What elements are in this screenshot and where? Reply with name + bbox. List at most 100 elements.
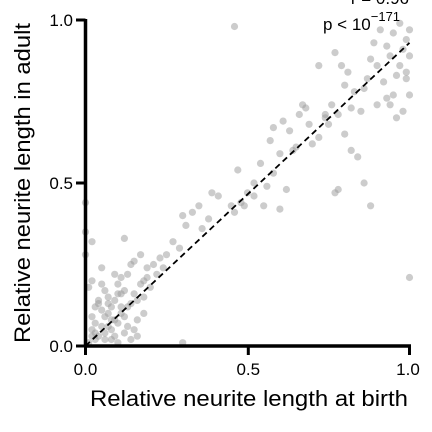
data-point-45 [140,293,148,301]
data-point-7 [91,319,99,327]
data-point-159 [107,316,115,324]
data-point-37 [101,335,109,344]
regression-line [84,42,411,347]
r-value-annotation: r = 0.96 [351,0,409,8]
data-point-102 [347,146,355,154]
data-point-106 [360,84,368,93]
y-tick-label-2: 1.0 [49,11,73,30]
data-point-152 [133,316,141,324]
data-point-63 [88,238,96,246]
data-point-135 [373,101,381,109]
data-point-77 [230,208,239,216]
data-point-28 [88,277,96,285]
data-point-81 [250,179,258,187]
data-point-122 [392,114,401,122]
data-point-41 [114,280,122,288]
data-point-113 [389,91,397,99]
data-point-121 [399,107,407,115]
p-value-exponent: −171 [371,9,400,24]
y-axis-label: Relative neurite length in adult [10,23,35,343]
data-point-157 [143,264,151,272]
data-point-151 [405,273,414,282]
data-point-82 [263,182,271,190]
data-point-23 [101,287,109,295]
data-point-16 [120,313,128,321]
data-point-119 [402,75,410,83]
data-point-131 [344,68,352,76]
y-tick-label-0: 0.0 [49,337,73,356]
data-point-145 [305,120,313,128]
p-value-annotation: p < 10−171 [323,9,400,34]
data-point-47 [117,273,125,282]
data-point-72 [205,215,213,223]
data-point-69 [188,208,196,216]
data-point-155 [104,300,112,308]
data-point-156 [117,290,125,298]
data-point-91 [292,143,300,151]
data-point-141 [360,179,368,187]
x-tick-label-1: 0.5 [236,360,260,379]
p-value-prefix: p < 10 [323,15,371,34]
data-point-93 [286,127,294,135]
y-tick-label-1: 0.5 [49,174,73,193]
data-point-74 [208,189,216,197]
data-point-148 [269,124,277,132]
data-point-32 [120,329,128,337]
data-point-86 [276,205,284,213]
data-point-73 [195,202,203,210]
data-point-125 [383,42,391,50]
data-point-60 [159,264,167,272]
data-point-114 [392,71,401,79]
data-point-149 [230,22,239,31]
data-point-97 [315,133,323,141]
data-point-153 [140,309,148,317]
data-point-39 [124,322,132,330]
data-point-115 [396,62,404,70]
data-point-29 [98,280,106,288]
data-point-100 [334,110,342,119]
data-point-92 [279,117,287,125]
data-point-64 [120,234,128,242]
data-point-132 [337,62,346,70]
data-point-108 [367,55,375,63]
data-point-112 [386,101,394,109]
data-point-80 [240,202,248,210]
data-point-118 [405,52,414,60]
data-point-103 [354,153,362,161]
data-point-9 [107,326,115,334]
data-point-34 [127,335,135,344]
data-point-50 [98,264,106,272]
data-point-95 [299,101,307,109]
data-point-140 [334,185,342,194]
data-point-33 [130,326,138,334]
data-point-56 [149,260,158,269]
data-point-57 [156,254,164,262]
data-point-18 [111,296,119,304]
data-point-13 [98,306,106,314]
x-axis-label: Relative neurite length at birth [90,386,408,411]
data-point-20 [104,293,112,301]
data-point-133 [331,49,339,57]
data-point-142 [367,202,375,210]
data-point-38 [111,332,119,340]
data-point-127 [402,68,410,76]
data-point-48 [124,270,132,278]
data-point-79 [243,189,252,197]
data-point-53 [146,283,154,291]
data-point-59 [162,251,171,259]
data-point-25 [88,313,96,321]
data-point-26 [91,303,99,311]
data-point-85 [256,159,265,167]
data-point-70 [179,212,187,220]
data-point-123 [389,29,397,37]
data-point-107 [363,75,371,83]
x-tick-label-2: 1.0 [396,360,420,379]
data-point-146 [234,166,242,174]
data-point-120 [405,91,414,99]
x-tick-label-0: 0.0 [74,360,98,379]
data-point-158 [130,257,138,265]
data-point-99 [324,120,333,128]
data-point-88 [266,137,274,145]
data-point-110 [380,78,388,86]
